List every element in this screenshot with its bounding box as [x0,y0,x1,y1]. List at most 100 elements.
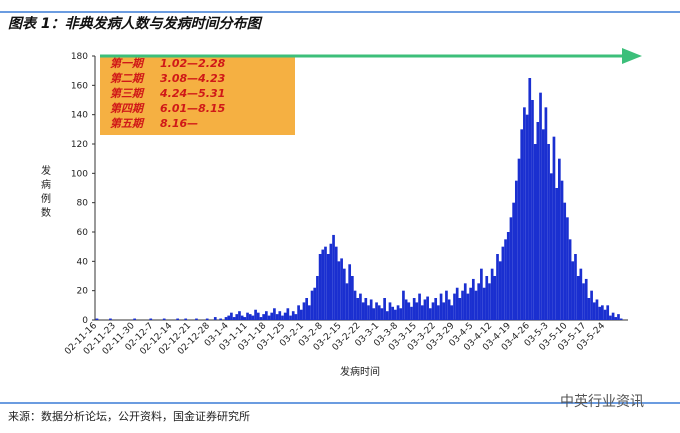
y-axis-label: 发病例数 [39,164,51,221]
bar [477,283,481,320]
bar [219,318,222,320]
bar [256,312,260,320]
bar [536,122,540,320]
bar [592,302,596,320]
bar [227,315,231,320]
bar [302,302,306,320]
bar [512,202,515,320]
bar [332,234,335,320]
bar [396,305,400,320]
period-name: 第四期 [110,102,145,115]
bar [297,305,300,320]
bar [262,314,265,320]
bar [313,287,317,320]
period-range: 4.24—5.31 [159,87,225,100]
bar [533,144,537,320]
bar [471,278,475,320]
bar [267,315,271,320]
bar [310,290,314,320]
bar [555,188,558,320]
y-tick-label: 100 [71,169,88,179]
bar [205,318,209,320]
bar [560,180,564,320]
bar [504,239,507,320]
bar [531,100,534,320]
bar [418,293,421,320]
bar [391,306,395,320]
bar [95,318,99,320]
bar [603,309,607,320]
bar [356,298,360,320]
bar [235,314,239,320]
bar [133,318,136,320]
bar [539,92,542,321]
period-name: 第二期 [110,72,145,85]
bar [571,261,575,320]
bar [407,302,411,320]
bar [394,309,397,320]
bar [587,298,591,320]
y-tick-label: 140 [71,111,88,121]
bar [474,290,478,320]
bar [195,318,198,320]
bar [278,311,282,320]
bar [434,298,438,320]
bar [412,298,416,320]
bar [369,299,373,320]
bar [321,249,325,320]
bar [270,312,274,320]
bar [579,268,583,320]
bar [458,298,462,320]
bar [496,254,499,320]
bar [595,299,599,320]
period-name: 第五期 [110,117,145,130]
bar [340,258,343,320]
bar [294,314,298,320]
bar [345,283,349,320]
bar [334,246,338,320]
period-range: 3.08—4.23 [160,72,226,85]
bar [547,144,550,320]
bar [544,107,548,320]
bar [420,305,424,320]
bar [238,311,241,320]
bar [582,283,585,320]
bar [402,290,405,320]
bar [383,298,386,320]
bar [232,317,236,320]
bar [498,261,502,320]
bar [273,308,276,320]
y-tick-label: 80 [77,199,89,209]
y-tick-label: 120 [71,140,88,150]
arrow-head [622,48,642,64]
bar [410,306,413,320]
bar [426,296,429,320]
bar [611,312,615,320]
bar [246,312,249,320]
bar [299,309,303,320]
bar [224,317,228,320]
bar [528,78,532,320]
period-range: 1.02—2.28 [160,57,226,70]
bar [305,298,309,320]
bar [574,254,577,320]
bar [265,311,268,320]
bar [520,129,524,320]
bar [275,314,279,320]
bar [324,246,327,320]
bar [289,315,292,320]
bar [213,317,217,320]
y-tick-label: 40 [77,257,89,267]
bar [176,318,179,320]
bar [375,302,378,320]
bar [557,158,561,320]
bar [450,305,454,320]
bar [439,293,443,320]
bar [184,318,188,320]
bar [549,173,553,320]
bar [380,308,384,320]
bar [428,308,432,320]
bar [568,239,572,320]
bar [619,318,623,320]
